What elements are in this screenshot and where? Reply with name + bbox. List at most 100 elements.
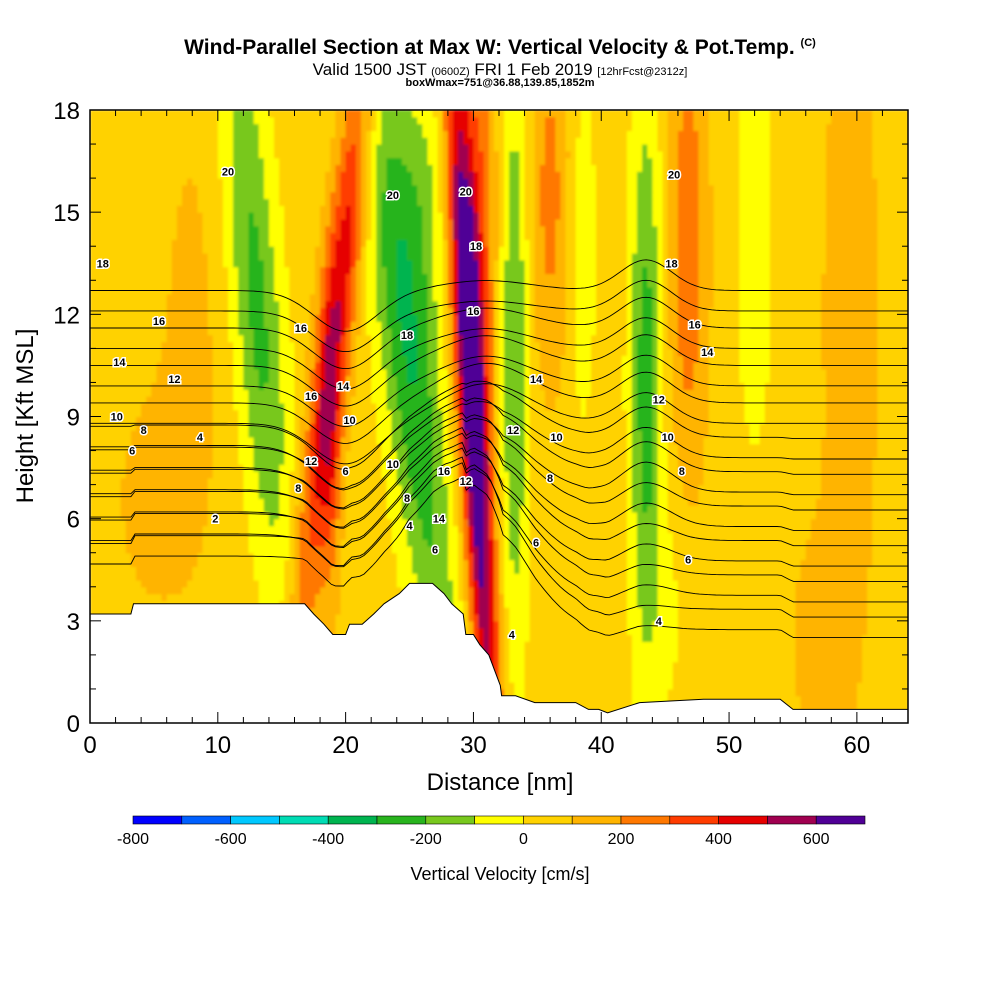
velocity-cell (171, 246, 204, 254)
velocity-cell (468, 130, 480, 138)
velocity-cell (458, 402, 464, 411)
velocity-cell (304, 443, 311, 452)
contour-label: 12 (460, 476, 472, 488)
velocity-cell (458, 232, 475, 241)
velocity-cell (406, 518, 423, 527)
velocity-cell (504, 396, 526, 404)
velocity-cell (406, 246, 423, 254)
velocity-cell (493, 470, 500, 479)
velocity-cell (294, 382, 306, 390)
velocity-cell (488, 450, 495, 458)
velocity-cell (330, 137, 342, 145)
velocity-cell (340, 552, 398, 561)
velocity-cell (90, 178, 188, 186)
contour-label: 16 (467, 306, 479, 318)
velocity-cell (509, 484, 526, 493)
velocity-cell (667, 116, 684, 125)
velocity-cell (233, 348, 244, 356)
velocity-cell (810, 532, 873, 540)
velocity-cell (626, 293, 633, 302)
velocity-cell (340, 498, 347, 506)
velocity-cell (320, 266, 326, 275)
velocity-cell (872, 144, 908, 152)
valid-time: Valid 1500 JST (312, 60, 427, 79)
velocity-cell (371, 116, 377, 125)
velocity-cell (642, 307, 653, 315)
velocity-cell (708, 178, 740, 186)
velocity-cell (422, 259, 434, 268)
velocity-cell (672, 668, 797, 676)
velocity-cell (222, 225, 234, 234)
velocity-cell (524, 198, 536, 206)
x-tick-label: 30 (460, 732, 487, 759)
velocity-cell (452, 178, 459, 186)
velocity-cell (631, 457, 643, 465)
velocity-cell (366, 314, 377, 322)
velocity-cell (524, 259, 531, 268)
velocity-cell (626, 600, 638, 608)
velocity-cell (90, 368, 158, 377)
velocity-cell (279, 368, 296, 377)
velocity-cell (325, 375, 336, 384)
velocity-cell (826, 198, 878, 206)
isentrope-line (90, 412, 908, 511)
velocity-cell (483, 389, 490, 397)
velocity-cell (176, 232, 204, 241)
velocity-cell (483, 573, 490, 581)
velocity-cell (698, 171, 710, 179)
velocity-cell (698, 491, 822, 499)
velocity-cell (493, 545, 500, 554)
velocity-cell (335, 457, 342, 465)
velocity-cell (499, 552, 505, 561)
velocity-cell (800, 566, 868, 574)
velocity-cell (626, 518, 638, 527)
velocity-cell (401, 409, 434, 418)
velocity-cell (877, 402, 908, 411)
velocity-cell (366, 130, 372, 138)
velocity-cell (493, 641, 500, 649)
velocity-cell (212, 368, 234, 377)
velocity-cell (504, 198, 510, 206)
velocity-cell (596, 293, 628, 302)
velocity-cell (473, 600, 480, 608)
velocity-cell (447, 389, 454, 397)
velocity-cell (483, 402, 490, 411)
velocity-cell (493, 116, 505, 125)
velocity-cell (360, 130, 367, 138)
velocity-cell (478, 218, 485, 227)
velocity-cell (545, 259, 556, 268)
velocity-cell (355, 382, 372, 390)
velocity-cell (493, 123, 505, 132)
velocity-cell (350, 280, 357, 288)
velocity-cell (524, 661, 633, 670)
velocity-cell (739, 341, 771, 349)
velocity-cell (345, 212, 352, 220)
velocity-cell (452, 409, 459, 418)
velocity-cell (314, 396, 321, 404)
velocity-cell (483, 559, 490, 567)
velocity-cell (248, 389, 280, 397)
velocity-cell (677, 641, 797, 649)
velocity-cell (335, 184, 342, 193)
velocity-cell (652, 362, 659, 370)
velocity-cell (314, 382, 321, 390)
velocity-cell (637, 525, 659, 533)
contour-label: 16 (153, 316, 165, 328)
velocity-cell (826, 191, 878, 200)
velocity-cell (222, 232, 234, 241)
velocity-cell (473, 232, 480, 241)
velocity-cell (560, 389, 577, 397)
velocity-cell (233, 137, 260, 145)
velocity-cell (534, 116, 546, 125)
velocity-cell (458, 579, 464, 588)
velocity-cell (284, 259, 316, 268)
velocity-cell (248, 321, 265, 329)
velocity-cell (626, 137, 659, 145)
velocity-cell (509, 225, 521, 234)
velocity-cell (447, 484, 454, 493)
velocity-cell (447, 436, 454, 445)
velocity-cell (493, 593, 500, 601)
velocity-cell (529, 566, 628, 574)
velocity-cell (769, 137, 827, 145)
velocity-cell (309, 607, 342, 615)
